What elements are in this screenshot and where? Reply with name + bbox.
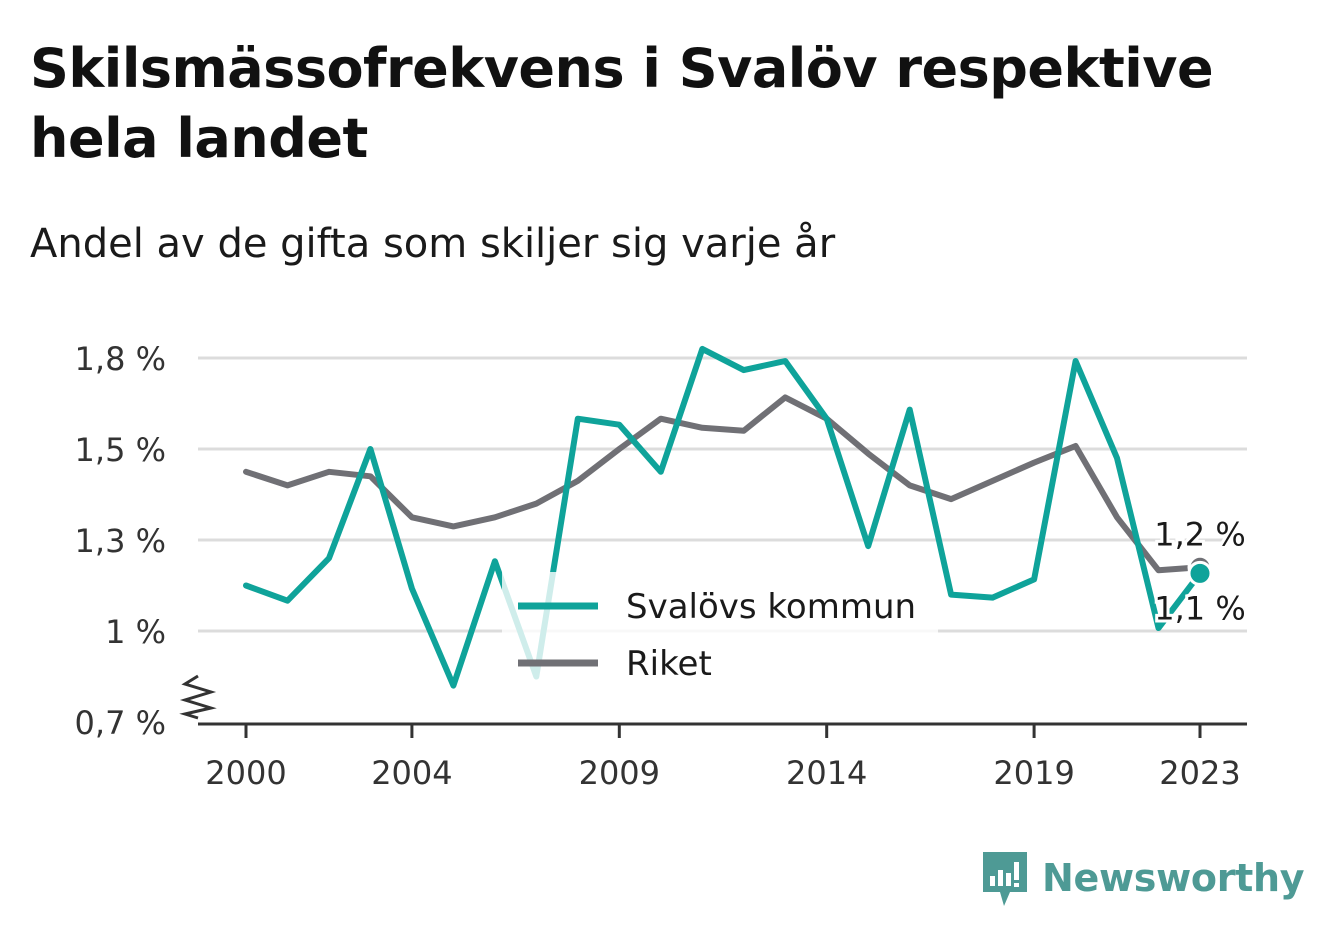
legend-background bbox=[502, 572, 938, 692]
y-tick-label: 1,5 % bbox=[75, 431, 166, 469]
legend-label: Riket bbox=[626, 644, 712, 684]
x-tick-label: 2009 bbox=[579, 754, 660, 792]
x-tick-label: 2023 bbox=[1159, 754, 1240, 792]
newsworthy-logo-icon bbox=[983, 852, 1027, 906]
brand-logo: Newsworthy bbox=[980, 848, 1305, 908]
y-tick-label: 1,3 % bbox=[75, 522, 166, 560]
end-point-sval-vs-kommun bbox=[1187, 560, 1213, 586]
chart-title: Skilsmässofrekvens i Svalöv respektive h… bbox=[30, 37, 1214, 170]
x-tick-label: 2000 bbox=[205, 754, 286, 792]
legend-label: Svalövs kommun bbox=[626, 587, 916, 627]
brand-name: Newsworthy bbox=[1042, 856, 1305, 900]
y-tick-label: 1,8 % bbox=[75, 340, 166, 378]
chart-subtitle: Andel av de gifta som skiljer sig varje … bbox=[30, 221, 836, 267]
y-tick-label: 0,7 % bbox=[75, 704, 166, 742]
series-line-riket bbox=[243, 394, 1203, 574]
end-value-label: 1,2 % bbox=[1154, 515, 1245, 553]
x-tick-label: 2004 bbox=[371, 754, 452, 792]
y-axis-ticks: 0,7 % 1 % 1,3 % 1,5 % 1,8 % bbox=[75, 340, 217, 742]
series-line-sval-vs-kommun bbox=[243, 345, 1203, 689]
legend: Svalövs kommun Riket bbox=[502, 572, 938, 692]
end-labels: 1,1 % 1,2 % bbox=[1151, 512, 1248, 630]
axis-break-mark bbox=[179, 674, 217, 720]
x-tick-label: 2019 bbox=[993, 754, 1074, 792]
series-lines bbox=[243, 345, 1213, 689]
end-value-label: 1,1 % bbox=[1154, 589, 1245, 627]
y-tick-label: 1 % bbox=[105, 613, 166, 651]
x-tick-label: 2014 bbox=[786, 754, 867, 792]
x-axis: 2000 2004 2009 2014 2019 2023 bbox=[198, 722, 1247, 792]
